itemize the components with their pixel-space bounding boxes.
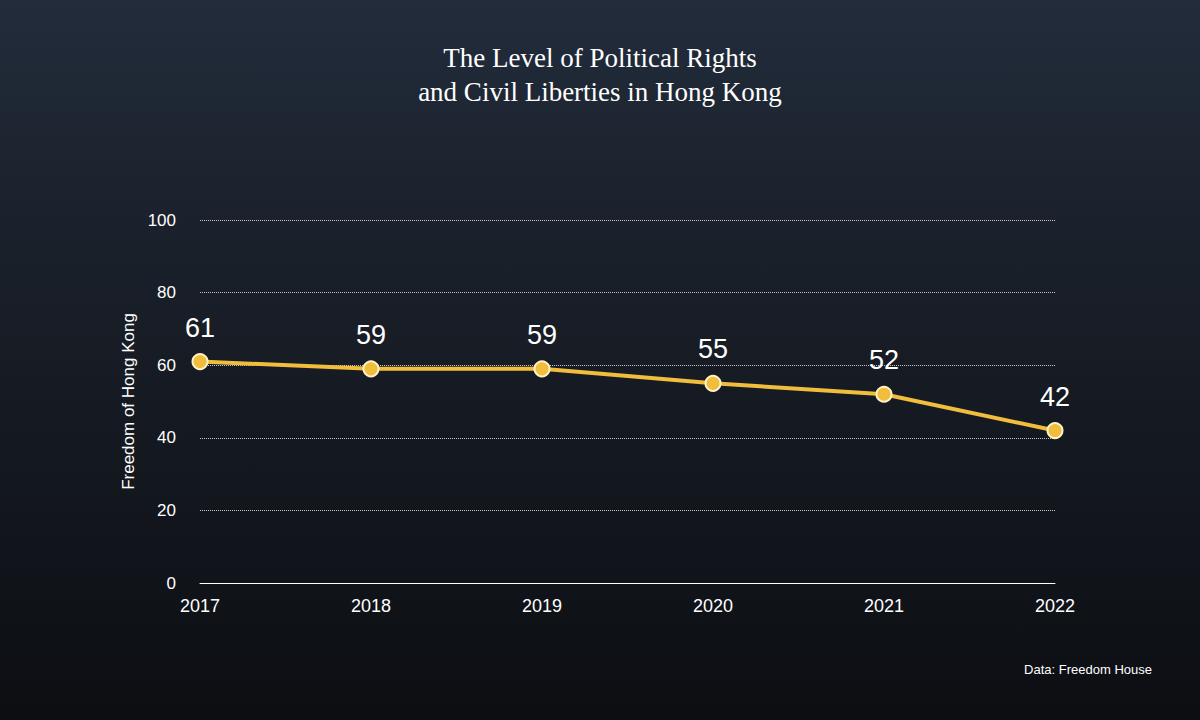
svg-text:2017: 2017 [180, 596, 220, 616]
svg-text:55: 55 [698, 334, 728, 364]
svg-text:and Civil Liberties in Hong Ko: and Civil Liberties in Hong Kong [418, 77, 782, 107]
svg-text:80: 80 [157, 283, 176, 302]
svg-text:Data: Freedom House: Data: Freedom House [1024, 662, 1152, 677]
svg-text:The Level of Political Rights: The Level of Political Rights [443, 43, 756, 73]
svg-text:100: 100 [148, 211, 176, 230]
svg-text:59: 59 [356, 320, 386, 350]
svg-text:20: 20 [157, 501, 176, 520]
svg-text:2022: 2022 [1035, 596, 1075, 616]
svg-text:2018: 2018 [351, 596, 391, 616]
svg-text:59: 59 [527, 320, 557, 350]
svg-text:2019: 2019 [522, 596, 562, 616]
svg-text:2021: 2021 [864, 596, 904, 616]
svg-text:52: 52 [869, 345, 899, 375]
svg-text:0: 0 [167, 574, 176, 593]
svg-text:61: 61 [185, 313, 215, 343]
svg-text:60: 60 [157, 356, 176, 375]
svg-text:2020: 2020 [693, 596, 733, 616]
svg-text:Freedom of Hong Kong: Freedom of Hong Kong [119, 313, 138, 490]
svg-text:42: 42 [1040, 382, 1070, 412]
svg-text:40: 40 [157, 428, 176, 447]
